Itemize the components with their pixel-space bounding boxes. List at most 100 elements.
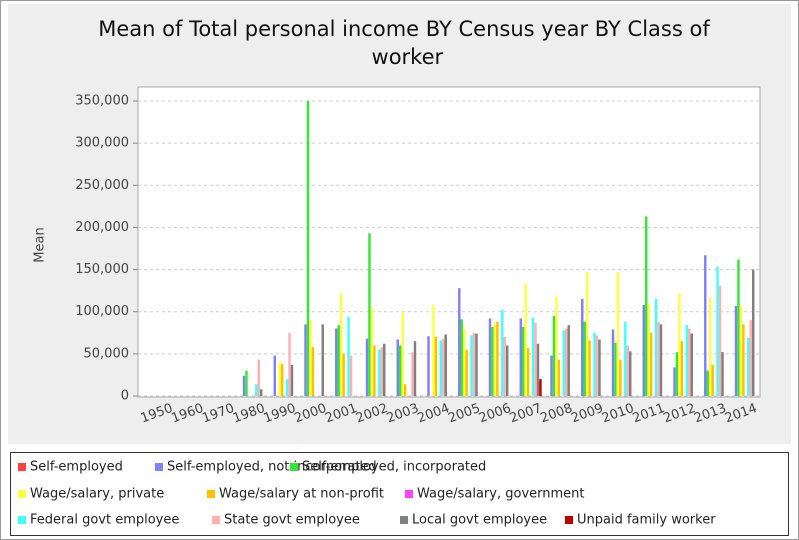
- bar: [675, 352, 679, 396]
- bar: [245, 370, 248, 396]
- bar: [365, 338, 369, 396]
- bar: [444, 334, 447, 396]
- bar: [718, 285, 722, 396]
- bar: [349, 355, 353, 396]
- bar: [619, 359, 622, 396]
- bar: [470, 335, 473, 396]
- bar: [273, 355, 276, 396]
- bar: [335, 328, 338, 396]
- legend-swatch: [565, 516, 573, 524]
- bar: [747, 337, 750, 396]
- y-tick-label: 100,000: [75, 304, 129, 319]
- bar: [734, 305, 738, 396]
- bar: [309, 320, 312, 396]
- bar: [742, 324, 745, 396]
- bar: [552, 315, 556, 396]
- bar: [496, 321, 499, 396]
- y-axis-label: Mean: [33, 227, 48, 262]
- bar: [285, 379, 289, 396]
- bar: [555, 296, 558, 396]
- bar: [278, 362, 281, 396]
- bar: [524, 283, 527, 396]
- bar: [626, 345, 630, 396]
- bar: [614, 342, 617, 396]
- bar: [403, 384, 407, 396]
- bar: [462, 328, 466, 396]
- bar: [255, 384, 258, 396]
- bar: [737, 259, 740, 396]
- bar: [380, 347, 384, 396]
- bar: [642, 304, 645, 396]
- bar: [708, 297, 712, 396]
- bar: [442, 338, 445, 396]
- bar: [657, 321, 660, 396]
- bar: [688, 328, 691, 396]
- bar: [501, 310, 504, 396]
- legend-swatch: [400, 516, 408, 524]
- bar: [649, 332, 653, 396]
- bar: [304, 324, 307, 396]
- bar: [347, 316, 350, 396]
- legend-label: State govt employee: [224, 513, 360, 528]
- bar: [716, 267, 719, 396]
- legend-label: Wage/salary, private: [30, 487, 164, 502]
- bar: [711, 364, 714, 396]
- bar: [458, 288, 461, 396]
- legend: [10, 452, 789, 536]
- bar: [288, 332, 291, 396]
- y-tick-label: 0: [121, 389, 129, 404]
- bar: [673, 367, 676, 396]
- bar: [598, 339, 601, 396]
- bar: [342, 353, 345, 396]
- bar: [678, 293, 681, 396]
- bar: [629, 351, 632, 396]
- bar: [739, 305, 743, 396]
- legend-label: Wage/salary, government: [417, 487, 585, 502]
- bar: [519, 318, 522, 396]
- bar: [506, 345, 509, 396]
- y-tick-label: 200,000: [75, 220, 129, 235]
- bar: [257, 359, 261, 396]
- bar: [475, 333, 478, 396]
- bar: [401, 312, 404, 396]
- bar: [242, 375, 246, 396]
- bar: [398, 345, 402, 396]
- bar: [432, 304, 435, 396]
- legend-label: Federal govt employee: [30, 513, 179, 528]
- bar: [624, 321, 627, 396]
- legend-swatch: [18, 516, 26, 524]
- bar: [493, 322, 497, 396]
- bar: [383, 343, 386, 396]
- bar: [706, 370, 709, 396]
- bar: [460, 319, 463, 396]
- bar: [721, 352, 724, 396]
- bar: [595, 335, 599, 396]
- legend-swatch: [212, 516, 220, 524]
- legend-label: Self-employed, not incorporated: [167, 460, 377, 475]
- bar: [539, 379, 542, 396]
- legend-label: Wage/salary at non-profit: [219, 487, 384, 502]
- bar: [411, 352, 414, 396]
- bar: [659, 324, 663, 396]
- legend-label: Unpaid family worker: [577, 513, 716, 528]
- y-tick-label: 300,000: [75, 136, 129, 151]
- bar: [557, 359, 561, 396]
- legend-label: Self-employed: [30, 460, 123, 475]
- bar: [321, 324, 324, 396]
- bar: [749, 320, 753, 396]
- legend-label: Local govt employee: [412, 513, 547, 528]
- bar: [585, 272, 589, 396]
- bar: [565, 328, 568, 396]
- bar: [531, 317, 535, 396]
- bar: [534, 322, 537, 396]
- legend-swatch: [405, 490, 413, 498]
- legend-label: Self-employed, incorporated: [302, 460, 486, 475]
- bar: [280, 363, 284, 396]
- y-tick-label: 50,000: [84, 346, 130, 361]
- bar: [503, 337, 507, 396]
- bar: [413, 341, 417, 396]
- bar: [521, 326, 525, 396]
- bar: [680, 341, 684, 396]
- plot-area: [137, 86, 761, 398]
